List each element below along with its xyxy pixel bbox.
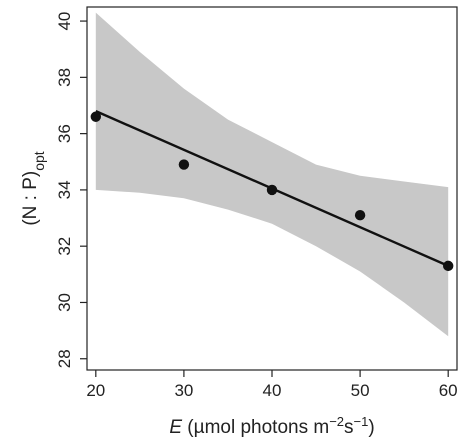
y-axis: 28 30 32 34 36 38 40 xyxy=(55,12,87,368)
data-point xyxy=(178,159,190,170)
y-axis-title-sub: opt xyxy=(31,151,47,171)
x-axis-title-symbol: E xyxy=(169,417,182,438)
x-axis-title-end: ) xyxy=(368,417,374,438)
x-tick-label: 30 xyxy=(174,381,193,400)
x-axis-title-text: (µmol photons m xyxy=(182,417,329,438)
y-tick-label: 30 xyxy=(55,293,74,312)
y-tick-label: 28 xyxy=(55,349,74,368)
x-axis-title: E (µmol photons m−2s−1) xyxy=(169,414,374,439)
data-points xyxy=(90,111,454,272)
x-axis-title-sup1: −2 xyxy=(329,414,344,429)
x-tick-label: 40 xyxy=(263,381,282,400)
y-axis-title: (N : P)opt xyxy=(20,151,47,225)
x-axis-title-mid: s xyxy=(344,417,354,438)
y-tick-label: 36 xyxy=(55,124,74,143)
x-tick-label: 60 xyxy=(439,381,458,400)
y-tick-label: 34 xyxy=(55,180,74,199)
x-axis: 20 30 40 50 60 xyxy=(86,370,458,400)
y-tick-label: 32 xyxy=(55,237,74,256)
x-tick-label: 20 xyxy=(86,381,105,400)
x-axis-title-sup2: −1 xyxy=(354,414,369,429)
data-point xyxy=(90,111,102,122)
y-tick-label: 40 xyxy=(55,12,74,31)
y-axis-title-main: (N : P) xyxy=(20,171,41,226)
data-point xyxy=(442,260,454,272)
x-tick-label: 50 xyxy=(351,381,370,400)
data-point xyxy=(266,184,278,196)
data-point xyxy=(354,210,366,221)
y-tick-label: 38 xyxy=(55,68,74,87)
confidence-band xyxy=(95,12,449,337)
